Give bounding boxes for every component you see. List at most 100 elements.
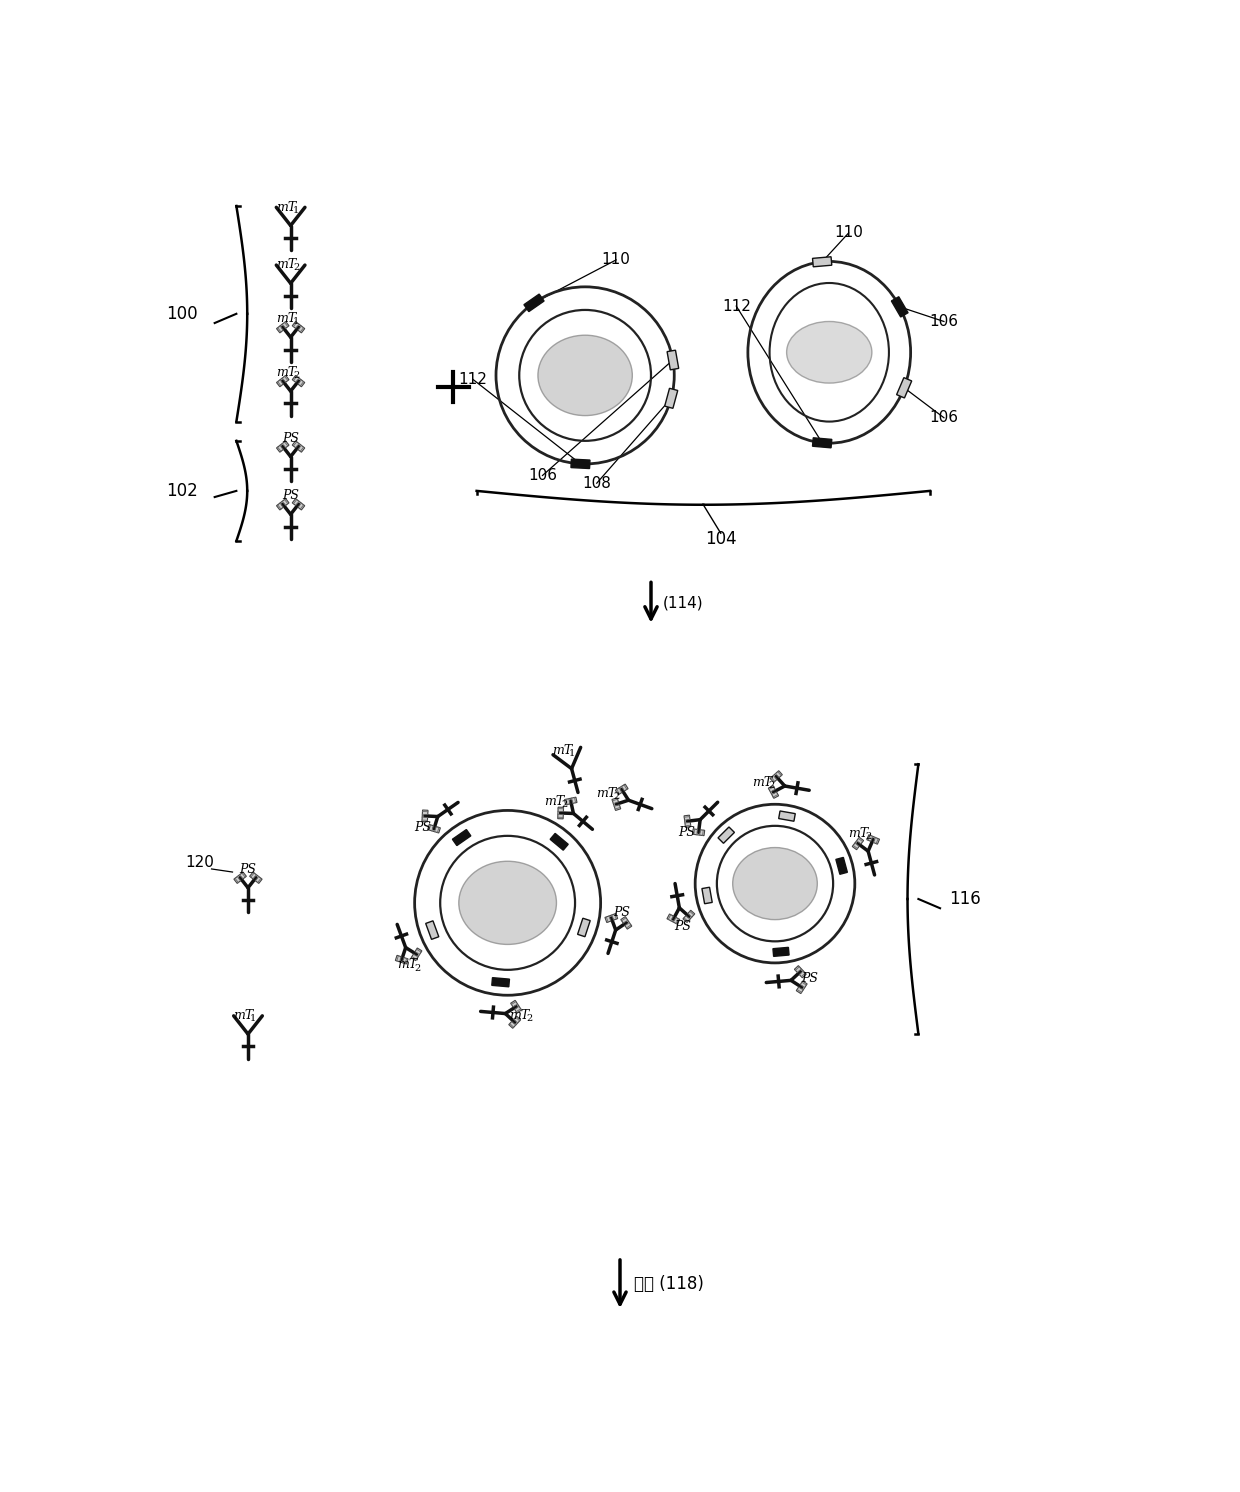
Polygon shape (277, 376, 289, 386)
Ellipse shape (459, 861, 557, 944)
Polygon shape (718, 827, 734, 843)
Polygon shape (812, 437, 832, 448)
Text: 120: 120 (186, 855, 215, 870)
Text: 2: 2 (293, 372, 299, 380)
Polygon shape (665, 388, 678, 409)
Polygon shape (684, 815, 691, 827)
Text: mT: mT (848, 827, 869, 840)
Polygon shape (667, 915, 680, 924)
Text: 2: 2 (293, 264, 299, 273)
Polygon shape (892, 297, 908, 316)
Polygon shape (422, 810, 428, 822)
Ellipse shape (786, 321, 872, 383)
Text: PS: PS (283, 489, 299, 503)
Polygon shape (683, 910, 694, 922)
Text: PS: PS (414, 821, 432, 834)
Polygon shape (692, 830, 704, 836)
Polygon shape (558, 807, 563, 819)
Text: 102: 102 (166, 482, 198, 500)
Polygon shape (605, 913, 618, 922)
Text: 112: 112 (459, 372, 487, 386)
Text: 2: 2 (614, 792, 620, 801)
Text: PS: PS (801, 973, 818, 985)
Text: mT: mT (510, 1009, 529, 1022)
Polygon shape (511, 1000, 522, 1013)
Polygon shape (551, 834, 568, 850)
Polygon shape (613, 798, 621, 810)
Polygon shape (852, 837, 863, 850)
Text: 106: 106 (528, 468, 557, 483)
Polygon shape (578, 918, 590, 937)
Polygon shape (425, 921, 439, 940)
Polygon shape (570, 460, 590, 468)
Text: 1: 1 (250, 1015, 257, 1024)
Polygon shape (492, 977, 510, 986)
Text: mT: mT (275, 366, 296, 379)
Polygon shape (396, 955, 408, 964)
Polygon shape (277, 498, 289, 510)
Text: mT: mT (596, 788, 616, 800)
Text: mT: mT (275, 312, 296, 325)
Text: PS: PS (678, 827, 696, 839)
Polygon shape (249, 871, 262, 883)
Polygon shape (770, 771, 782, 782)
Text: 1: 1 (569, 749, 575, 758)
Polygon shape (508, 1016, 521, 1028)
Polygon shape (615, 785, 629, 795)
Text: 照射 (118): 照射 (118) (634, 1276, 704, 1294)
Polygon shape (836, 858, 847, 874)
Text: mT: mT (552, 745, 572, 758)
Polygon shape (621, 916, 632, 930)
Text: 2: 2 (562, 800, 568, 809)
Text: mT: mT (275, 200, 296, 213)
Text: PS: PS (675, 919, 691, 932)
Polygon shape (525, 294, 544, 312)
Text: PS: PS (239, 862, 257, 876)
Text: (114): (114) (662, 595, 703, 610)
Text: 1: 1 (293, 318, 299, 327)
Text: mT: mT (275, 258, 296, 272)
Text: 106: 106 (930, 313, 959, 330)
Polygon shape (234, 871, 247, 883)
Polygon shape (428, 825, 440, 833)
Polygon shape (293, 498, 305, 510)
Text: 2: 2 (866, 833, 872, 841)
Polygon shape (867, 834, 879, 844)
Ellipse shape (538, 336, 632, 416)
Polygon shape (277, 440, 289, 452)
Polygon shape (702, 888, 712, 904)
Polygon shape (564, 797, 577, 804)
Text: 110: 110 (601, 252, 631, 267)
Text: mT: mT (233, 1009, 253, 1022)
Text: PS: PS (613, 906, 630, 919)
Text: 108: 108 (583, 476, 611, 491)
Text: 2: 2 (526, 1013, 532, 1022)
Text: PS: PS (283, 431, 299, 445)
Text: 112: 112 (722, 298, 750, 313)
Text: mT: mT (544, 795, 564, 809)
Text: mT: mT (751, 776, 773, 789)
Text: 104: 104 (704, 530, 737, 549)
Polygon shape (769, 786, 779, 798)
Polygon shape (796, 980, 807, 994)
Text: 106: 106 (930, 410, 959, 425)
Polygon shape (667, 351, 678, 370)
Ellipse shape (733, 847, 817, 919)
Polygon shape (812, 257, 832, 267)
Polygon shape (293, 376, 305, 386)
Polygon shape (293, 321, 305, 333)
Text: mT: mT (397, 958, 418, 971)
Polygon shape (779, 812, 795, 821)
Text: 110: 110 (835, 225, 863, 240)
Polygon shape (897, 377, 911, 398)
Text: 2: 2 (769, 782, 775, 791)
Polygon shape (453, 830, 471, 846)
Text: 100: 100 (166, 304, 198, 322)
Polygon shape (277, 321, 289, 333)
Polygon shape (412, 947, 422, 961)
Text: 1: 1 (293, 206, 299, 215)
Text: 2: 2 (414, 964, 420, 973)
Polygon shape (293, 440, 305, 452)
Text: 116: 116 (949, 891, 981, 909)
Polygon shape (795, 965, 806, 977)
